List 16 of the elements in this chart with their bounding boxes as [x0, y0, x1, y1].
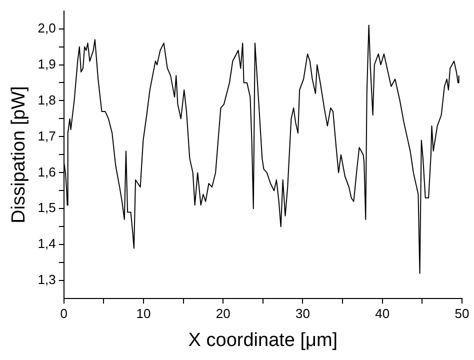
- x-tick-label: 0: [60, 306, 68, 321]
- y-tick-label: 2,0: [38, 20, 56, 36]
- y-tick-label: 1,9: [38, 56, 56, 72]
- y-tick-label: 1,7: [38, 128, 56, 144]
- y-tick-label: 1,3: [38, 272, 56, 288]
- y-tick-label: 1,6: [38, 164, 56, 180]
- x-tick-label: 10: [136, 306, 151, 321]
- x-axis-title: X coordinate [μm]: [188, 330, 338, 351]
- x-tick-label: 30: [296, 306, 310, 321]
- x-tick-label: 20: [216, 306, 230, 321]
- x-tick-label: 40: [375, 306, 390, 321]
- y-tick-label: 1,5: [38, 200, 56, 216]
- y-tick-label: 1,8: [38, 92, 56, 108]
- x-tick-label: 50: [454, 306, 470, 321]
- y-tick-label: 1,4: [38, 236, 56, 252]
- y-axis-title: Dissipation [pW]: [8, 86, 30, 224]
